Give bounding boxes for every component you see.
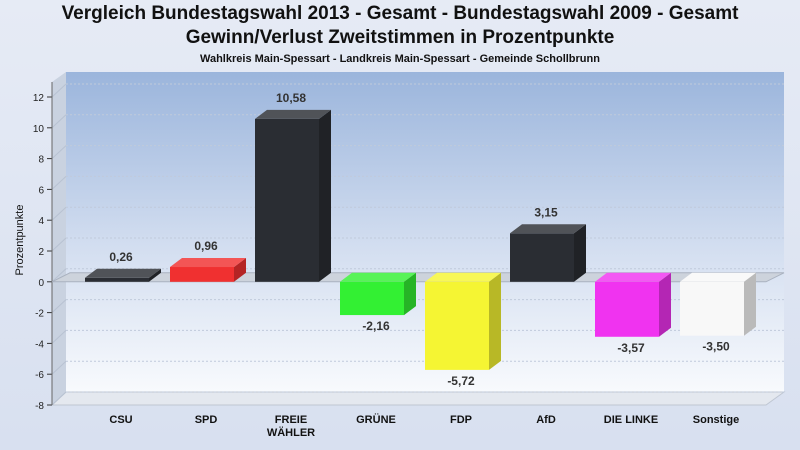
data-label: -5,72 [447,374,475,388]
grid-line-side [51,145,67,159]
grid-line-side [51,391,67,406]
y-tick-label: 10 [33,124,45,135]
bar-front [680,281,744,336]
bar [85,268,161,282]
bar [340,272,416,316]
data-label: -3,50 [702,340,730,354]
y-tick-label: -2 [35,309,44,320]
bar-top [255,109,331,119]
chart-region-subtitle: Wahlkreis Main-Spessart - Landkreis Main… [200,53,600,65]
x-tick-label: SPD [195,414,218,426]
bar-top [510,224,586,234]
bar-top [425,272,501,282]
bar [170,258,246,282]
bar-side [744,272,756,336]
y-tick-label: 12 [33,93,45,104]
grid-line-side [51,268,67,283]
bar-front [340,281,404,316]
bar-side [489,272,501,370]
grid-line-side [51,83,67,98]
x-tick-label: GRÜNE [356,413,396,426]
x-tick-label: FDP [450,414,472,426]
y-tick-label: 2 [38,247,44,258]
bar-side [319,109,331,282]
bar-top [340,272,416,282]
plot-floor [50,391,786,406]
bar-front [595,281,659,337]
bar-front [85,277,149,282]
x-tick-label: Sonstige [693,414,739,426]
bar-top [595,272,671,282]
chart-subtitle: Gewinn/Verlust Zweitstimmen in Prozentpu… [185,27,615,48]
y-tick-label: 6 [38,185,44,196]
x-tick-label: CSU [109,414,132,426]
zero-plane [51,272,785,283]
bar [595,272,671,337]
data-label: 0,26 [109,250,133,264]
y-tick-label: -6 [35,370,44,381]
x-tick-label: AfD [536,414,556,426]
bar-front [510,233,574,282]
y-tick-label: 0 [38,278,44,289]
data-label: 0,96 [194,239,218,253]
x-tick-label: DIE LINKE [604,414,658,426]
data-label: -2,16 [362,319,390,333]
data-label: -3,57 [617,341,645,355]
bar-side [574,224,586,282]
bar-front [255,118,319,282]
y-tick-label: 4 [38,216,44,227]
grid-line-side [51,360,67,375]
bar-front [425,281,489,370]
grid-line-side [51,330,67,344]
bar [255,109,331,282]
bar [680,272,756,336]
grid-line-side [51,237,67,252]
bar-side [404,272,416,316]
x-tick-label: WÄHLER [267,426,315,439]
y-tick-label: -4 [35,339,44,350]
bar-side [659,272,671,337]
bar-side [234,258,246,282]
bar-top [85,268,161,278]
x-tick-label: FREIE [275,414,307,426]
data-label: 10,58 [276,91,306,105]
chart-title: Vergleich Bundestagswahl 2013 - Gesamt -… [61,3,739,24]
grid-line-side [51,299,67,313]
bar-top [680,272,756,282]
grid-line-side [51,206,67,221]
y-axis-label: Prozentpunkte [14,205,26,276]
bar-side [149,268,161,282]
y-tick-label: 8 [38,155,44,166]
bar [510,224,586,282]
bar [425,272,501,370]
grid-line-side [51,176,67,190]
grid-line-side [51,114,67,129]
bar-front [170,267,234,282]
y-tick-label: -8 [35,401,44,412]
data-label: 3,15 [534,205,558,219]
bar-top [170,258,246,268]
